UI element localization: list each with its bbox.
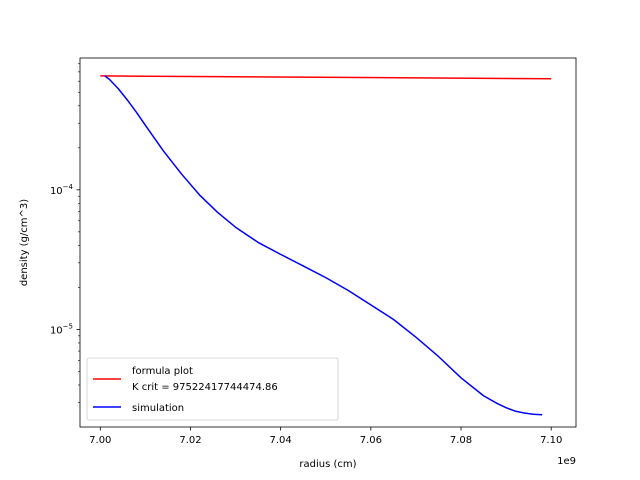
x-axis-offset-label: 1e9 [557,456,576,467]
y-axis: 10−5 10−4 [50,63,80,403]
legend-label-formula: formula plot [132,366,193,377]
x-tick-label: 7.08 [450,435,472,446]
x-axis: 7.00 7.02 7.04 7.06 7.08 7.10 [89,427,562,446]
y-tick-label: 10−4 [50,183,74,197]
x-tick-label: 7.02 [179,435,201,446]
x-tick-label: 7.04 [270,435,292,446]
series-line-1 [104,75,543,416]
x-tick-label: 7.06 [360,435,382,446]
legend-box [86,357,339,421]
plot-frame [79,57,577,428]
x-axis-label: radius (cm) [299,459,356,470]
x-tick-label: 7.10 [540,435,562,446]
y-axis-label: density (g/cm^3) [19,199,30,286]
legend-label-kcrit: K crit = 97522417744474.86 [132,382,278,393]
x-tick-label: 7.00 [89,435,111,446]
legend-label-simulation: simulation [132,403,184,414]
y-tick-label: 10−5 [50,322,73,336]
series-line-0 [100,75,552,80]
series-layer [100,75,552,416]
legend: formula plot K crit = 97522417744474.86 … [86,357,339,421]
